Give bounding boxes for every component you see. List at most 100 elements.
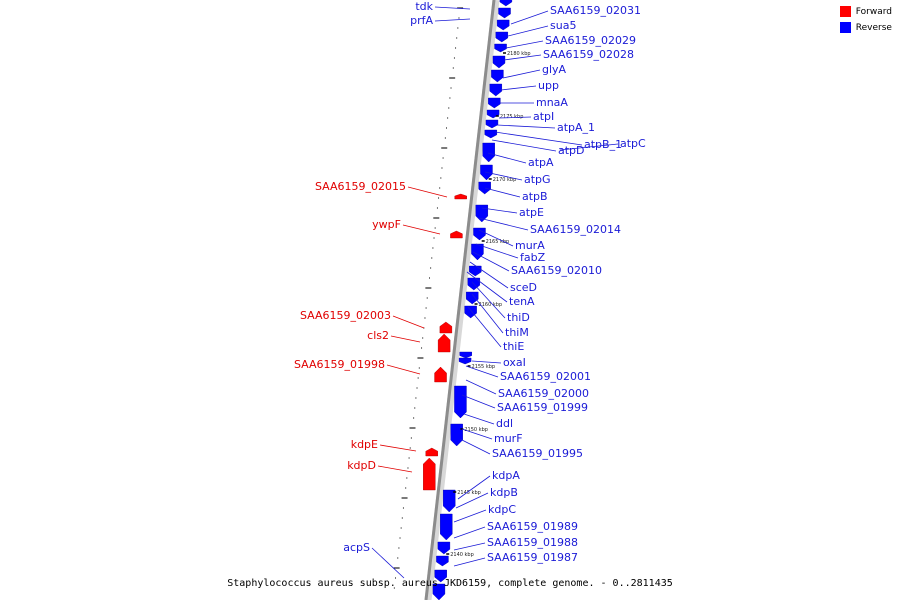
gene-label-acps: acpS [343,541,370,554]
leader-line [507,25,549,37]
reverse-gene-arrow [436,555,449,567]
leader-line [484,187,521,198]
gene-label-saa6159-02000: SAA6159_02000 [498,387,589,400]
leader-line [469,261,509,289]
forward-gene-arrow [423,457,436,491]
tick-label: 2150 kbp [464,427,488,433]
leader-line [457,475,491,500]
legend-label-reverse: Reverse [855,22,892,33]
gene-label-tena: tenA [509,295,535,308]
leader-line [481,207,518,214]
reverse-gene-arrow [475,204,489,223]
reverse-gene-arrow [459,351,472,359]
gene-label-saa6159-01998: SAA6159_01998 [294,358,385,371]
forward-gene-arrow [434,366,447,383]
gene-label-thim: thiM [505,326,529,339]
tick-track: 2180 kbp 2175 kbp 2170 kbp 2165 kbp 2160 kbp… [446,51,531,558]
reverse-gene-arrow [473,227,486,241]
gene-label-saa6159-02014: SAA6159_02014 [530,223,621,236]
reverse-gene-arrow [432,583,446,600]
legend-item-forward: Forward [839,6,892,17]
forward-gene-arrow [425,447,438,457]
leader-line [463,413,495,425]
feature-track [423,0,513,600]
leader-line [459,438,491,455]
leader-line [377,465,413,473]
leader-line [434,18,471,22]
leader-line [559,143,619,151]
tick-label: 2140 kbp [450,552,474,558]
gene-label-thie: thiE [503,340,524,353]
gene-label-atpb-1: atpB_1 [584,138,622,151]
gene-label-saa6159-01988: SAA6159_01988 [487,536,578,549]
tick-label: 2155 kbp [472,364,496,370]
leader-line [471,360,502,364]
leader-line [502,69,541,79]
leader-line [500,85,537,91]
reverse-gene-arrow [466,291,479,305]
leader-line [379,444,417,452]
reverse-gene-arrow [485,119,499,129]
gene-label-saa6159-02001: SAA6159_02001 [500,370,591,383]
tick-label: 2180 kbp [507,51,531,57]
gene-label-saa6159-02003: SAA6159_02003 [300,309,391,322]
tick-label: 2165 kbp [486,239,510,245]
leader-line [453,526,486,539]
leader-line [434,6,471,10]
leader-line [496,124,556,129]
gene-label-kdpe: kdpE [351,438,378,451]
tick-label: 2175 kbp [500,114,524,120]
gene-label-upp: upp [538,79,559,92]
gene-label-ddl: ddl [496,417,513,430]
reverse-gene-arrow [491,69,504,83]
gene-label-saa6159-02010: SAA6159_02010 [511,264,602,277]
reverse-swatch [839,22,851,33]
reverse-gene-arrow [443,489,456,513]
leader-line [484,171,523,181]
leader-line [505,40,544,49]
gene-label-saa6159-01999: SAA6159_01999 [497,401,588,414]
legend-label-forward: Forward [855,6,892,17]
gene-label-tdk: tdk [415,0,433,13]
leader-line [466,271,508,303]
leader-line [494,131,583,146]
reverse-gene-arrow [489,83,502,97]
reverse-gene-arrow [484,129,498,139]
leader-line [386,364,421,375]
gene-label-atpa: atpA [528,156,554,169]
legend: Forward Reverse [839,6,892,38]
leader-line [478,229,514,247]
forward-gene-arrow [437,333,451,353]
reverse-gene-arrow [458,357,472,365]
gene-label-oxai: oxaI [503,356,526,369]
leader-line [453,509,487,523]
reverse-gene-arrow [464,305,477,319]
reverse-gene-arrow [440,513,453,541]
leader-line [461,428,493,440]
reverse-gene-arrow [437,541,451,555]
gene-label-sced: sceD [510,281,537,294]
leader-line [498,116,532,119]
leader-line [392,315,425,329]
gene-label-saa6159-01987: SAA6159_01987 [487,551,578,564]
gene-label-mura: murA [515,239,545,252]
leader-line [402,224,441,235]
gene-label-saa6159-01995: SAA6159_01995 [492,447,583,460]
reverse-gene-arrow [488,97,501,109]
leader-line [510,10,549,25]
gene-label-murf: murF [494,432,523,445]
gene-label-saa6159-02031: SAA6159_02031 [550,4,641,17]
leader-line [371,547,405,579]
leader-line [472,251,510,272]
reverse-gene-arrow [492,55,506,69]
reverse-gene-arrow [498,7,511,19]
reverse-gene-arrow [469,265,482,277]
gene-label-atpe: atpE [519,206,544,219]
leader-line [465,379,497,395]
leader-line [461,394,496,409]
gene-label-saa6159-02015: SAA6159_02015 [315,180,406,193]
leader-line [390,335,421,343]
gene-label-atpb: atpB [522,190,548,203]
reverse-gene-arrow [496,19,510,31]
